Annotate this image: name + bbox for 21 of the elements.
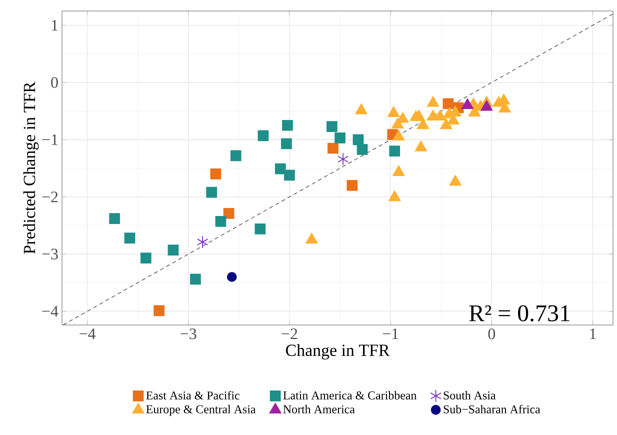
legend-label: North America xyxy=(283,404,355,414)
x-tick-label: 0 xyxy=(488,328,496,340)
legend-label: Latin America & Caribbean xyxy=(283,391,417,400)
y-tick-label: −3 xyxy=(42,248,58,260)
y-tick-label: 0 xyxy=(51,77,58,88)
y-tick-label: −2 xyxy=(42,192,58,202)
legend-label: Europe & Central Asia xyxy=(146,404,256,416)
y-tick-label: −4 xyxy=(42,306,58,317)
x-tick-label: −1 xyxy=(382,328,398,340)
x-tick-label: −2 xyxy=(282,328,298,340)
x-tick-label: 1 xyxy=(590,328,596,340)
x-tick-label: −4 xyxy=(80,328,96,339)
annotation: R² = 0.731 xyxy=(469,305,570,322)
x-tick-label: −3 xyxy=(180,328,196,340)
y-tick-label: 1 xyxy=(52,20,58,31)
y-axis-title: Predicted Change in TFR xyxy=(23,82,39,254)
legend-label: Sub−Saharan Africa xyxy=(444,404,540,414)
legend-label: South Asia xyxy=(444,391,496,400)
x-axis-title: Change in TFR xyxy=(286,344,390,360)
y-tick-label: −1 xyxy=(42,134,58,145)
legend-label: East Asia & Pacific xyxy=(146,390,240,400)
